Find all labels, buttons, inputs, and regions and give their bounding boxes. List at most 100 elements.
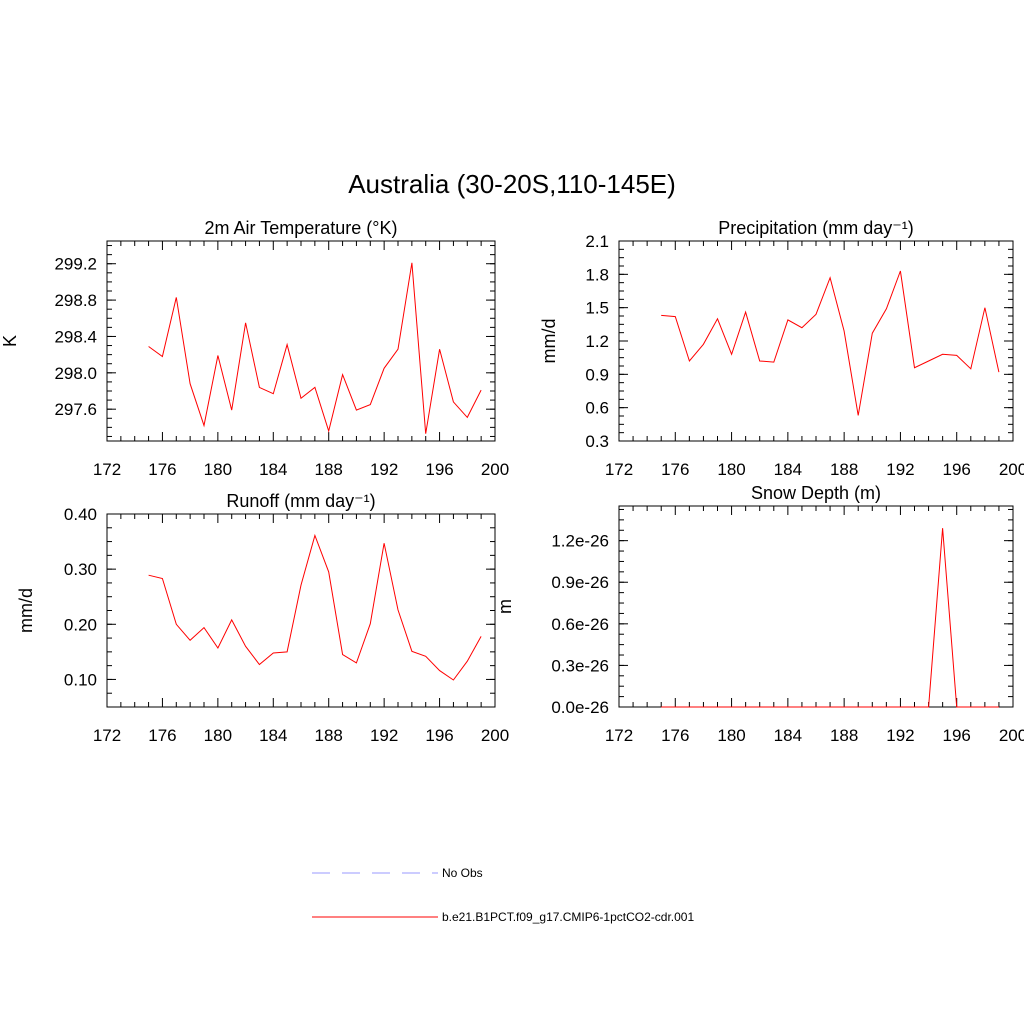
x-tick-label: 200 [481, 726, 509, 745]
x-tick-label: 192 [370, 726, 398, 745]
data-point [439, 670, 440, 671]
chart-panel-2: 172 176 180 184 188 192 196 200 0.3 0.6 0.9 1.2 1.5 1… [539, 218, 1024, 479]
data-point [259, 387, 260, 388]
panels: 172 176 180 184 188 192 196 200 297.6 298.0 298.4 2… [0, 218, 1024, 745]
legend-label: b.e21.B1PCT.f09_g17.CMIP6-1pctCO2-cdr.00… [442, 910, 694, 924]
data-point [481, 389, 482, 390]
data-point [148, 346, 149, 347]
series-line-1 [661, 270, 1000, 416]
x-tick-label: 188 [830, 726, 858, 745]
data-point [481, 636, 482, 637]
x-tick-label: 176 [148, 726, 176, 745]
legend-item-1: No Obs [312, 866, 483, 880]
y-tick-label: 0.3 [585, 432, 609, 451]
x-tick-label: 180 [717, 460, 745, 479]
data-point [467, 661, 468, 662]
data-point [914, 367, 915, 368]
legend-label: No Obs [442, 866, 483, 880]
data-point [844, 706, 845, 707]
x-tick-label: 172 [93, 460, 121, 479]
data-point [801, 327, 802, 328]
data-point [731, 706, 732, 707]
panel-title: Snow Depth (m) [751, 483, 881, 503]
data-point [314, 387, 315, 388]
data-point [787, 319, 788, 320]
data-point [844, 330, 845, 331]
data-point [397, 349, 398, 350]
data-point [162, 356, 163, 357]
x-tick-label: 188 [830, 460, 858, 479]
data-point [300, 398, 301, 399]
data-point [314, 535, 315, 536]
series-line-1 [661, 528, 999, 708]
y-axis-label: m [495, 599, 515, 614]
data-point [773, 362, 774, 363]
y-tick-label: 0.40 [64, 505, 97, 524]
data-point [801, 706, 802, 707]
data-point [956, 706, 957, 707]
x-tick-label: 192 [370, 460, 398, 479]
data-point [942, 354, 943, 355]
data-point [162, 578, 163, 579]
x-tick-label: 172 [93, 726, 121, 745]
chart-panel-4: 172 176 180 184 188 192 196 200 0.0e-26 0.3e-26 0.… [495, 483, 1024, 745]
x-tick-label: 176 [148, 460, 176, 479]
data-point [745, 312, 746, 313]
data-point [745, 706, 746, 707]
data-point [661, 706, 662, 707]
data-point [858, 415, 859, 416]
data-point [148, 575, 149, 576]
y-axis-label: mm/d [16, 588, 36, 633]
data-point [984, 307, 985, 308]
data-point [453, 679, 454, 680]
y-tick-label: 0.3e-26 [551, 656, 609, 675]
data-point [190, 640, 191, 641]
data-point [328, 430, 329, 431]
data-point [217, 355, 218, 356]
y-tick-label: 298.8 [54, 291, 97, 310]
data-point [858, 706, 859, 707]
data-point [259, 664, 260, 665]
data-point [815, 314, 816, 315]
data-point [217, 647, 218, 648]
data-point [356, 662, 357, 663]
data-point [928, 706, 929, 707]
data-point [231, 619, 232, 620]
x-tick-label: 192 [886, 726, 914, 745]
data-point [425, 433, 426, 434]
data-point [176, 624, 177, 625]
data-point [273, 393, 274, 394]
data-point [759, 360, 760, 361]
data-point [900, 270, 901, 271]
panel-title: Runoff (mm day⁻¹) [226, 491, 375, 511]
y-tick-label: 2.1 [585, 232, 609, 251]
data-point [731, 354, 732, 355]
data-point [998, 372, 999, 373]
x-tick-label: 188 [315, 460, 343, 479]
data-point [203, 627, 204, 628]
data-point [245, 646, 246, 647]
y-tick-label: 0.0e-26 [551, 698, 609, 717]
data-point [872, 706, 873, 707]
x-tick-label: 184 [259, 460, 287, 479]
data-point [787, 706, 788, 707]
x-tick-label: 200 [999, 726, 1024, 745]
x-tick-label: 172 [605, 460, 633, 479]
data-point [675, 706, 676, 707]
data-point [370, 404, 371, 405]
x-tick-label: 176 [661, 460, 689, 479]
data-point [928, 360, 929, 361]
plot-frame [106, 513, 496, 708]
data-point [439, 349, 440, 350]
legend: No Obs b.e21.B1PCT.f09_g17.CMIP6-1pctCO2-… [312, 866, 694, 924]
data-point [829, 706, 830, 707]
data-point [998, 706, 999, 707]
data-point [942, 528, 943, 529]
y-tick-label: 0.6e-26 [551, 615, 609, 634]
data-point [970, 368, 971, 369]
data-point [970, 706, 971, 707]
data-point [397, 609, 398, 610]
data-point [328, 571, 329, 572]
data-point [453, 401, 454, 402]
y-tick-label: 0.9e-26 [551, 573, 609, 592]
